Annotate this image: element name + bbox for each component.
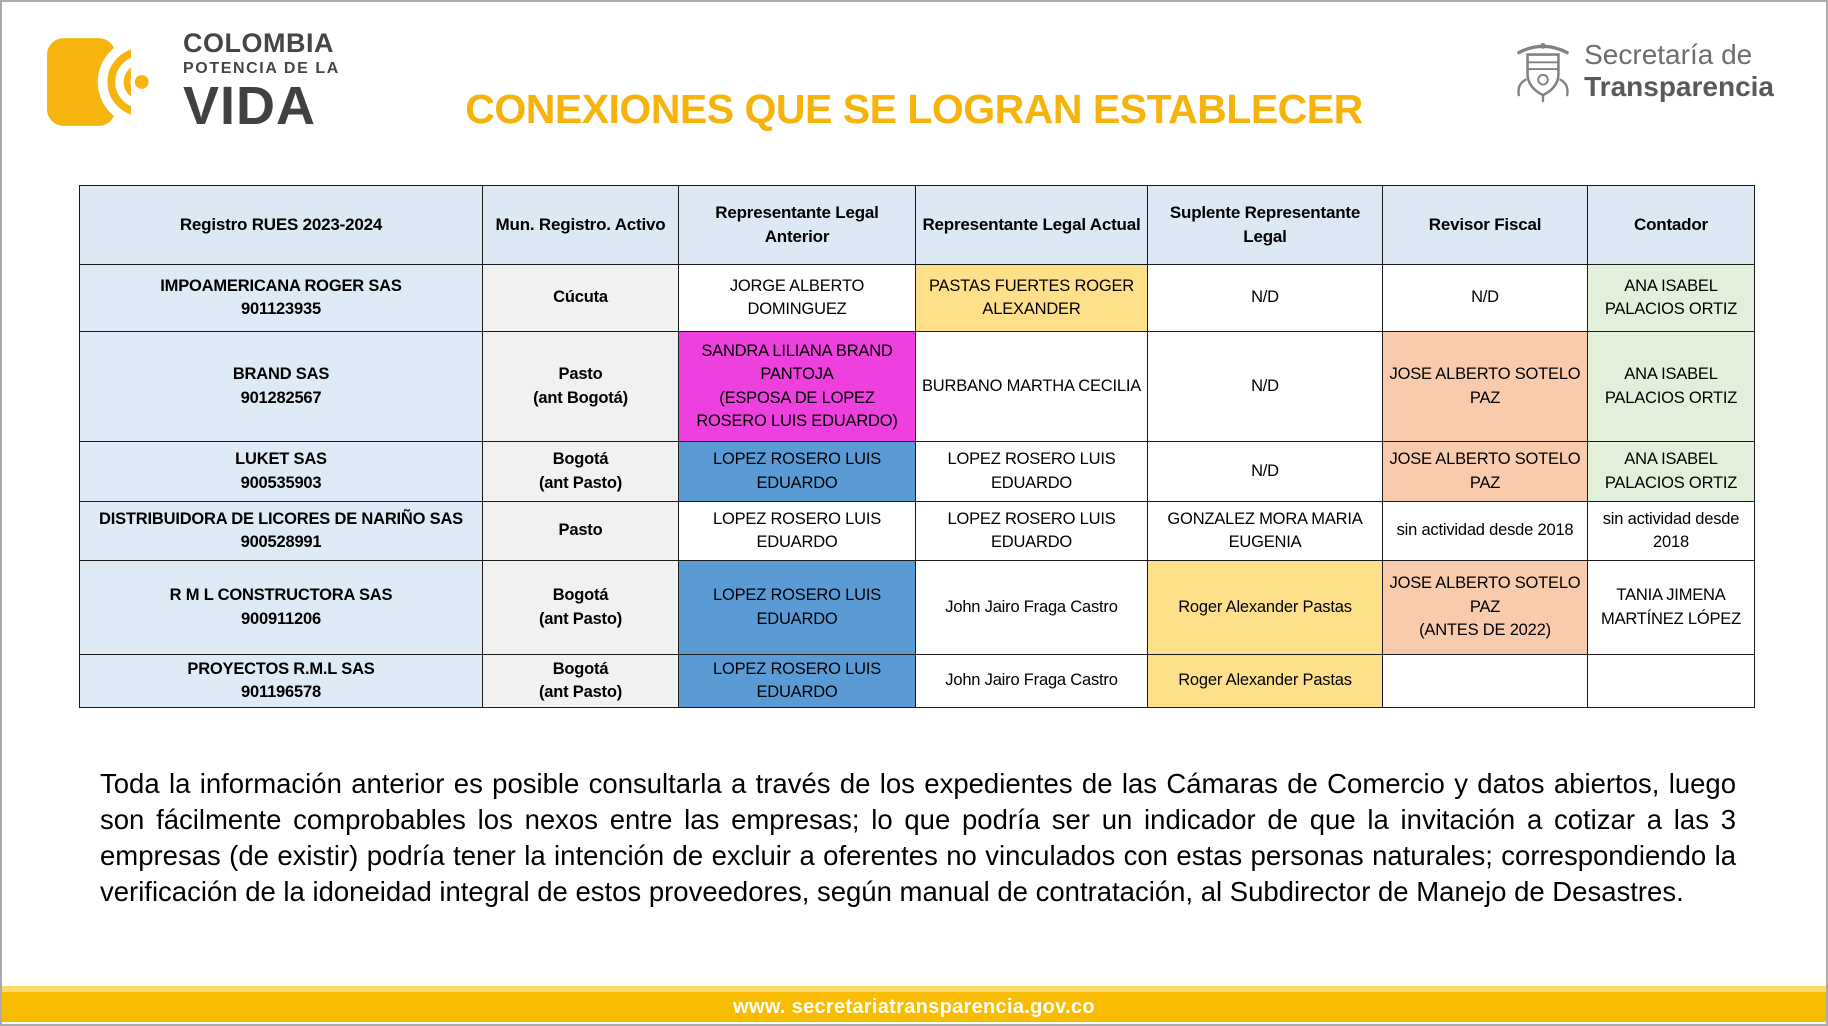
transparencia-logo: Secretaría de Transparencia [1514,38,1774,104]
colombia-logo: COLOMBIA POTENCIA DE LA VIDA [47,30,340,133]
table-cell: ANA ISABEL PALACIOS ORTIZ [1587,264,1755,332]
connections-table: Registro RUES 2023-2024 Mun. Registro. Ac… [79,185,1755,708]
colombia-logo-line3: VIDA [183,76,317,136]
table-cell: BURBANO MARTHA CECILIA [915,331,1148,442]
table-row: DISTRIBUIDORA DE LICORES DE NARIÑO SAS 9… [79,501,1755,561]
table-row: BRAND SAS 901282567 Pasto (ant Bogotá) SAN… [79,331,1755,442]
table-row: PROYECTOS R.M.L SAS 901196578 Bogotá (ant… [79,654,1755,708]
summary-paragraph: Toda la información anterior es posible … [100,767,1736,907]
transparencia-logo-line2: Transparencia [1584,71,1774,102]
table-cell: R M L CONSTRUCTORA SAS 900911206 [79,560,483,655]
table-cell: LOPEZ ROSERO LUIS EDUARDO [678,501,916,561]
table-cell: LOPEZ ROSERO LUIS EDUARDO [678,654,916,708]
table-cell: Roger Alexander Pastas [1147,654,1383,708]
table-cell: LOPEZ ROSERO LUIS EDUARDO [678,441,916,502]
column-header: Mun. Registro. Activo [482,185,679,265]
colombia-logo-line2: POTENCIA DE LA [183,60,340,77]
column-header: Registro RUES 2023-2024 [79,185,483,265]
table-cell: LOPEZ ROSERO LUIS EDUARDO [915,501,1148,561]
table-cell: PASTAS FUERTES ROGER ALEXANDER [915,264,1148,332]
column-header: Representante Legal Actual [915,185,1148,265]
table-cell [1587,654,1755,708]
table-row: IMPOAMERICANA ROGER SAS 901123935 Cúcuta J… [79,264,1755,332]
table-cell: Bogotá (ant Pasto) [482,441,679,502]
table-cell: GONZALEZ MORA MARIA EUGENIA [1147,501,1383,561]
footer-url: www. secretariatransparencia.gov.co [733,996,1095,1018]
column-header: Representante Legal Anterior [678,185,916,265]
table-cell: N/D [1382,264,1588,332]
table-cell: DISTRIBUIDORA DE LICORES DE NARIÑO SAS 9… [79,501,483,561]
table-cell: sin actividad desde 2018 [1587,501,1755,561]
table-cell: ANA ISABEL PALACIOS ORTIZ [1587,331,1755,442]
table-cell: N/D [1147,441,1383,502]
table-cell: JOSE ALBERTO SOTELO PAZ [1382,331,1588,442]
footer-bar: www. secretariatransparencia.gov.co [2,986,1826,1022]
table-cell: Pasto (ant Bogotá) [482,331,679,442]
colombia-logo-line1: COLOMBIA [183,28,334,58]
colombia-logo-text: COLOMBIA POTENCIA DE LA VIDA [183,28,340,136]
table-row: R M L CONSTRUCTORA SAS 900911206 Bogotá (… [79,560,1755,655]
table-cell [1382,654,1588,708]
table-cell: TANIA JIMENA MARTÍNEZ LÓPEZ [1587,560,1755,655]
table-cell: LOPEZ ROSERO LUIS EDUARDO [915,441,1148,502]
table-cell: N/D [1147,264,1383,332]
table-cell: JOSE ALBERTO SOTELO PAZ (ANTES DE 2022) [1382,560,1588,655]
transparencia-logo-line1: Secretaría de [1584,38,1753,70]
table-cell: SANDRA LILIANA BRAND PANTOJA (ESPOSA DE … [678,331,916,442]
column-header: Contador [1587,185,1755,265]
table-cell: N/D [1147,331,1383,442]
page-title: CONEXIONES QUE SE LOGRAN ESTABLECER [465,86,1363,132]
table-cell: sin actividad desde 2018 [1382,501,1588,561]
table-cell: Bogotá (ant Pasto) [482,654,679,708]
table-cell: Cúcuta [482,264,679,332]
table-cell: Pasto [482,501,679,561]
table-body: IMPOAMERICANA ROGER SAS 901123935 Cúcuta J… [79,264,1755,708]
table-cell: John Jairo Fraga Castro [915,654,1148,708]
table-cell: Bogotá (ant Pasto) [482,560,679,655]
coat-of-arms-icon [1517,42,1569,103]
table-cell: LOPEZ ROSERO LUIS EDUARDO [678,560,916,655]
table-cell: JORGE ALBERTO DOMINGUEZ [678,264,916,332]
table-row: LUKET SAS 900535903 Bogotá (ant Pasto) LOP… [79,441,1755,502]
header-row: Registro RUES 2023-2024 Mun. Registro. Ac… [79,185,1755,265]
column-header: Revisor Fiscal [1382,185,1588,265]
table-cell: Roger Alexander Pastas [1147,560,1383,655]
table-cell: BRAND SAS 901282567 [79,331,483,442]
table-cell: John Jairo Fraga Castro [915,560,1148,655]
table-cell: ANA ISABEL PALACIOS ORTIZ [1587,441,1755,502]
transparencia-logo-text: Secretaría de Transparencia [1584,39,1774,103]
table-cell: PROYECTOS R.M.L SAS 901196578 [79,654,483,708]
colombia-logo-icon [47,37,149,126]
table-cell: IMPOAMERICANA ROGER SAS 901123935 [79,264,483,332]
table-cell: JOSE ALBERTO SOTELO PAZ [1382,441,1588,502]
table-cell: LUKET SAS 900535903 [79,441,483,502]
column-header: Suplente Representante Legal [1147,185,1383,265]
